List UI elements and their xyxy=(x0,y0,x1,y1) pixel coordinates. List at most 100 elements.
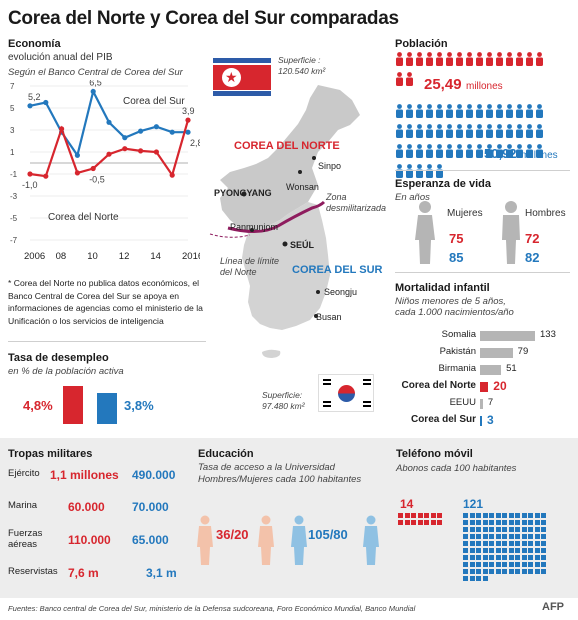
military-row: Reservistas 7,6 m 3,1 m xyxy=(8,566,190,594)
x-tick-label: 14 xyxy=(150,251,161,262)
data-point xyxy=(43,99,49,106)
data-point xyxy=(90,88,96,95)
military-row: Marina 60.000 70.000 xyxy=(8,500,190,528)
data-point xyxy=(90,165,96,172)
phone-dot xyxy=(521,561,527,567)
phone-dot xyxy=(417,512,423,518)
military-north-value: 1,1 millones xyxy=(50,468,119,482)
phone-dot xyxy=(482,547,488,553)
woman-icon xyxy=(410,200,440,266)
phone-dot xyxy=(469,568,475,574)
phone-dot xyxy=(430,512,436,518)
phone-dot xyxy=(482,568,488,574)
phone-dot xyxy=(534,533,540,539)
x-tick-label: 2016 xyxy=(182,251,200,262)
data-label: -0,5 xyxy=(89,175,105,185)
pyongyang-dot xyxy=(241,191,247,197)
phone-dot xyxy=(502,547,507,553)
north-women-value: 75 xyxy=(449,231,464,246)
phone-dot xyxy=(534,519,540,525)
seoul-dot xyxy=(282,241,288,247)
data-point xyxy=(153,124,159,130)
phone-dot xyxy=(411,512,416,518)
military-south-value: 490.000 xyxy=(132,468,176,482)
mortality-country: EEUU xyxy=(449,397,476,408)
phone-dot xyxy=(495,512,501,518)
dmz-line xyxy=(227,200,326,233)
military-north-value: 60.000 xyxy=(68,500,105,514)
phone-dot xyxy=(508,554,514,560)
phone-dot xyxy=(482,554,488,560)
life-sub: En años xyxy=(395,192,430,203)
south-women-value: 85 xyxy=(449,250,464,265)
mortality-row: EEUU 7 xyxy=(380,396,575,412)
mortality-country: Corea del Sur xyxy=(410,414,476,425)
mortality-value: 51 xyxy=(506,363,517,374)
phone-dot xyxy=(489,547,494,553)
phone-dot xyxy=(469,561,475,567)
gdp-line-chart: 7 5 3 1 -1 -3 -5 -7 2006 08 10 12 14 2016 5,2 -1,0 6,5… xyxy=(10,80,200,262)
bottom-band xyxy=(0,438,578,598)
military-row: Ejército 1,1 millones 490.000 xyxy=(8,468,190,496)
limit-line-label: Línea de límite del Norte xyxy=(220,256,280,277)
chart-x-ticks: 2006 08 10 12 14 2016 xyxy=(24,251,200,262)
life-heading: Esperanza de vida xyxy=(395,178,491,190)
data-point xyxy=(169,172,175,178)
phone-dot xyxy=(541,540,546,546)
men-label: Hombres xyxy=(525,208,566,219)
seongju-label: Seongju xyxy=(324,287,358,297)
mortality-country: Birmania xyxy=(438,363,477,374)
seongju-dot xyxy=(316,290,320,294)
women-label: Mujeres xyxy=(447,208,483,219)
phone-dot xyxy=(489,554,494,560)
phone-dot xyxy=(515,526,520,532)
phone-dot xyxy=(521,526,527,532)
phone-dot xyxy=(515,561,520,567)
phone-dot xyxy=(476,533,481,539)
y-tick-label: -5 xyxy=(10,214,18,223)
phone-dot xyxy=(476,519,481,525)
mortality-value: 79 xyxy=(517,346,529,357)
phone-dot xyxy=(476,575,481,581)
north-phone-value: 14 xyxy=(400,497,414,511)
mortality-row: Pakistán 79 xyxy=(380,345,575,361)
data-point xyxy=(138,148,144,154)
phone-dot xyxy=(469,533,475,539)
phone-dot xyxy=(463,512,468,518)
phone-dot xyxy=(476,547,481,553)
military-south-value: 3,1 m xyxy=(146,566,177,580)
data-label: 3,9 xyxy=(182,106,195,116)
phone-dot xyxy=(482,575,488,581)
phone-dot xyxy=(463,561,468,567)
dmz-label: Zona desmilitarizada xyxy=(326,192,387,213)
phone-dot xyxy=(521,568,527,574)
data-label: 2,8 xyxy=(190,138,200,148)
y-tick-label: -1 xyxy=(10,170,18,179)
north-map-label: COREA DEL NORTE xyxy=(234,140,340,152)
phone-dot xyxy=(521,533,527,539)
south-map-label: COREA DEL SUR xyxy=(292,264,383,276)
seoul-label: SEÚL xyxy=(290,240,315,250)
data-point xyxy=(122,135,128,141)
phone-dot xyxy=(515,568,520,574)
phone-dot xyxy=(528,561,533,567)
phone-dot xyxy=(495,526,501,532)
phone-dot xyxy=(515,554,520,560)
phone-dot xyxy=(541,561,546,567)
data-point xyxy=(27,171,33,177)
economy-subheading: evolución anual del PIB xyxy=(8,52,113,63)
phone-dot xyxy=(437,512,442,518)
mortality-country: Somalia xyxy=(441,329,476,340)
north-korea-flag: ★ xyxy=(213,58,271,96)
mortality-bar xyxy=(480,382,489,392)
phone-dot xyxy=(469,540,475,546)
footer-sources: Fuentes: Banco central de Corea del Sur,… xyxy=(8,604,416,613)
divider xyxy=(395,170,570,171)
phone-dot xyxy=(469,519,475,525)
phone-dot xyxy=(541,547,546,553)
phone-dot xyxy=(424,512,429,518)
phone-dot xyxy=(508,561,514,567)
y-tick-label: 3 xyxy=(10,126,15,135)
mortality-row: Corea del Norte 20 xyxy=(380,379,575,395)
phone-dot xyxy=(398,512,403,518)
